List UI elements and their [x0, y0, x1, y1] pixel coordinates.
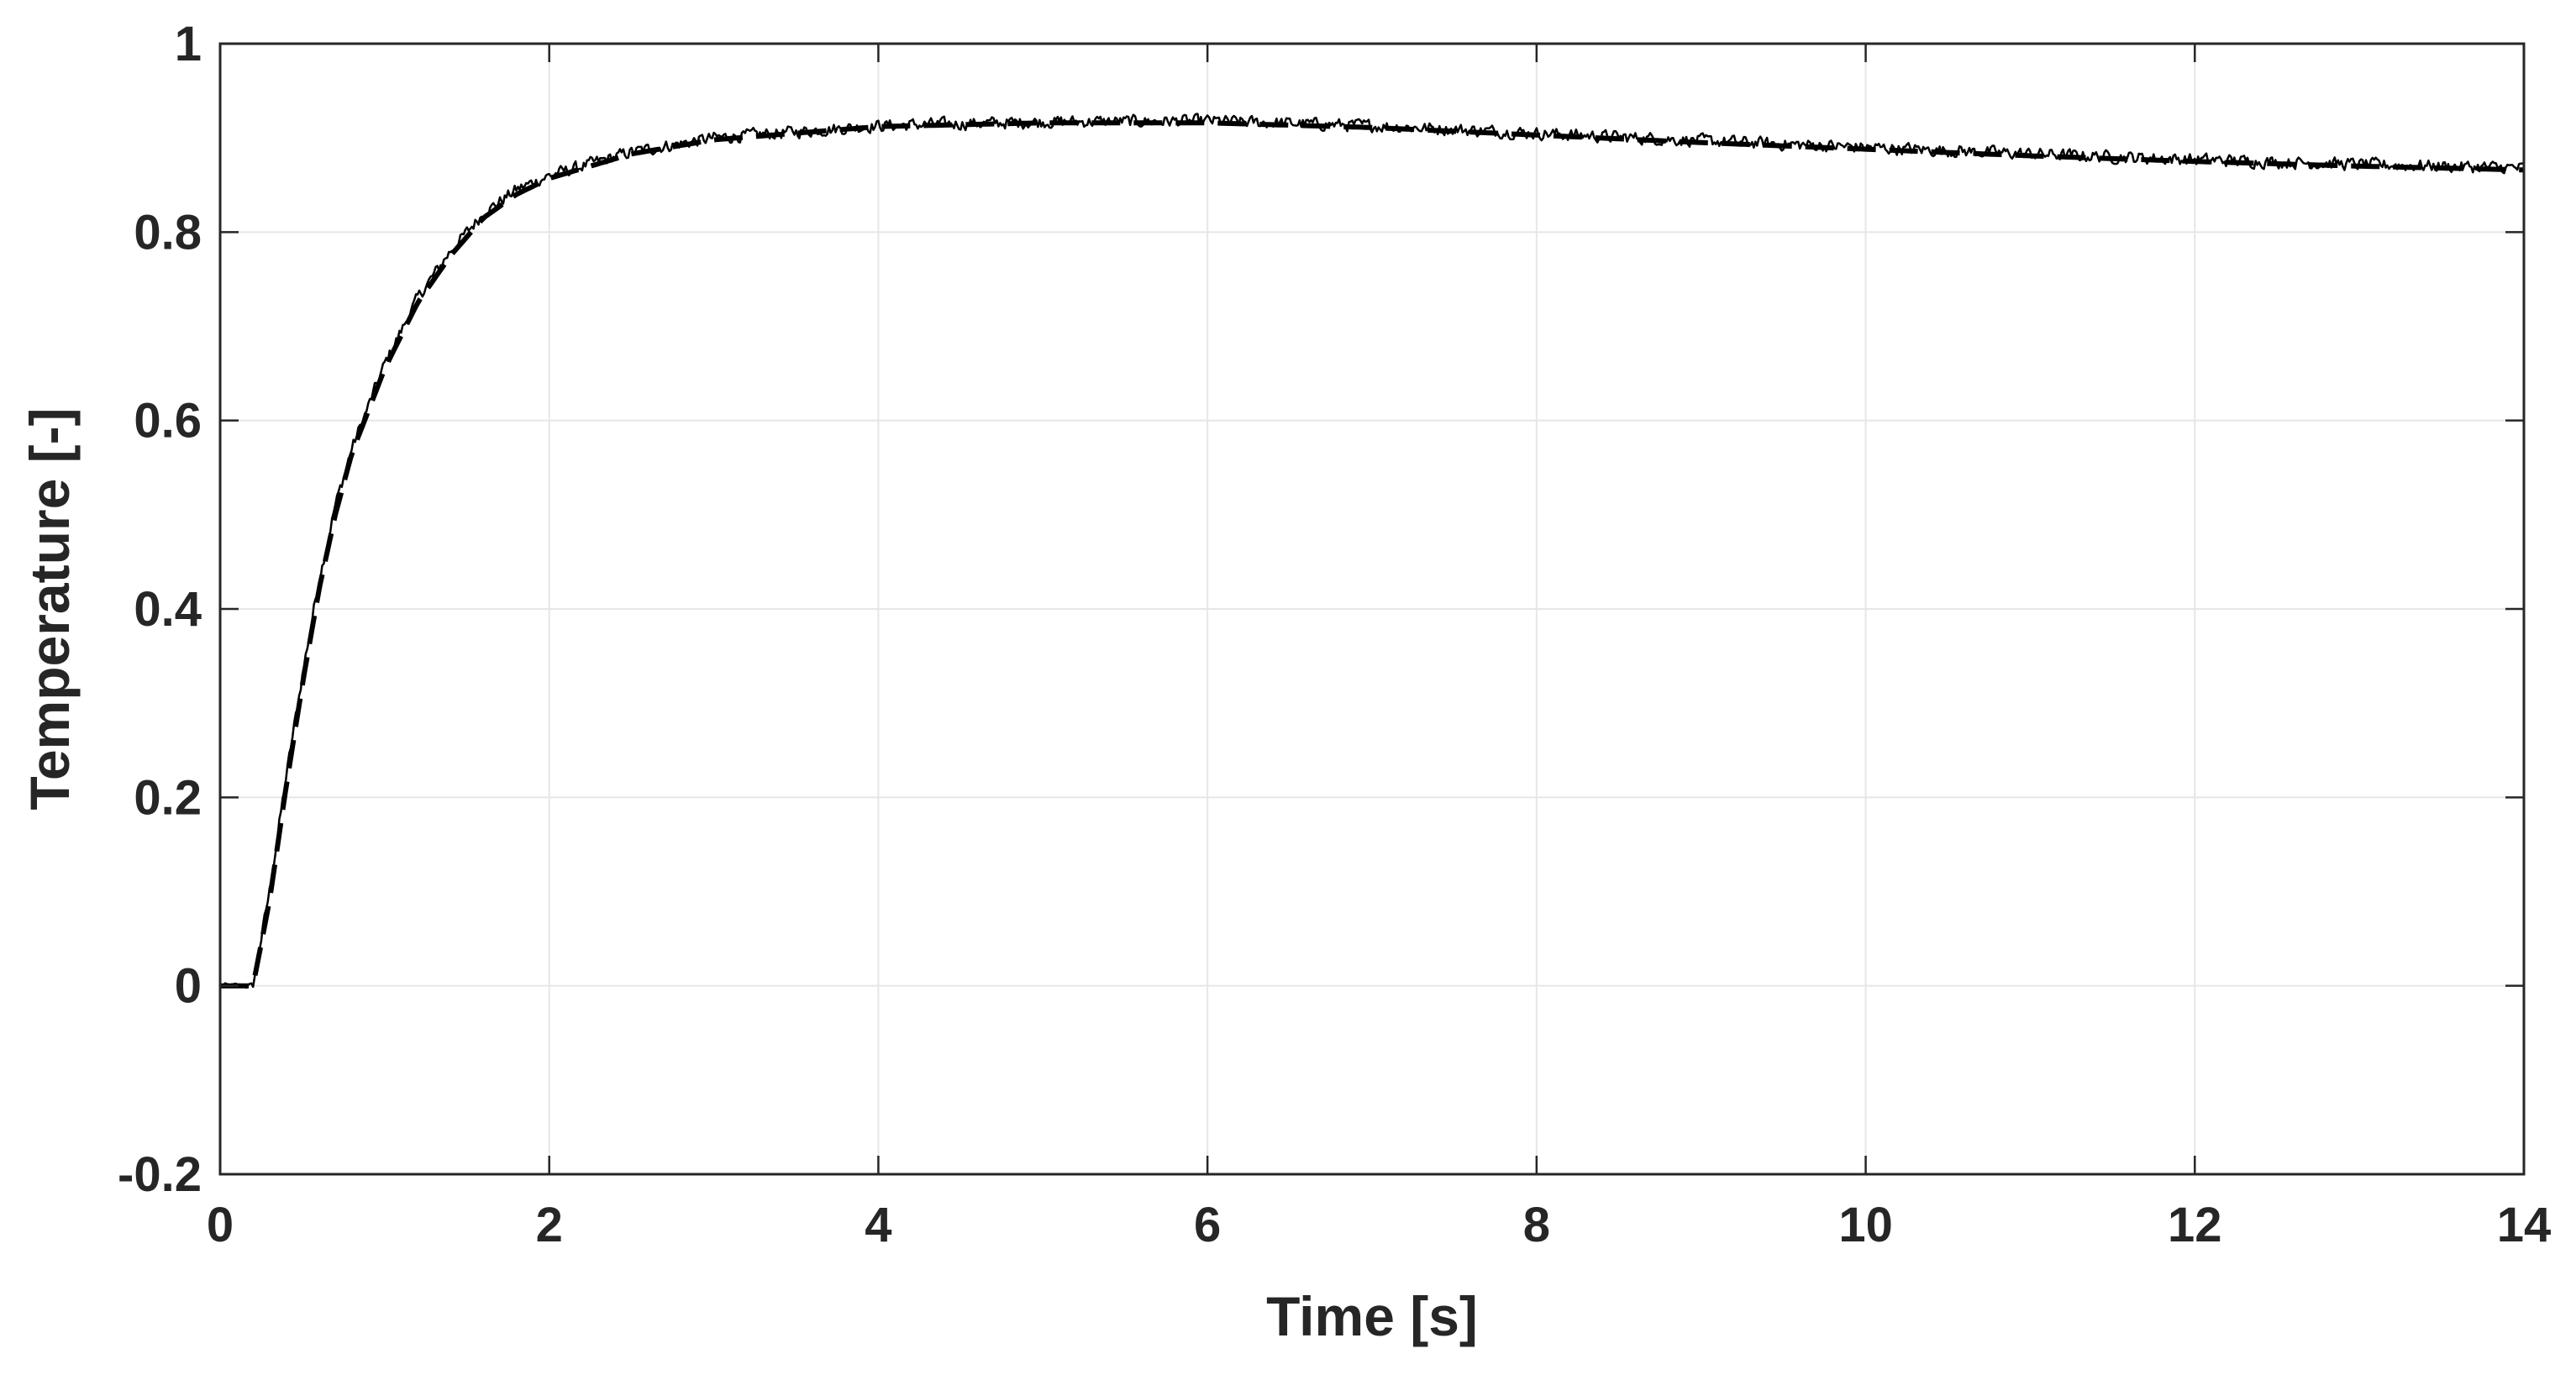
y-tick-label: 0.2	[134, 770, 202, 825]
series-line-model	[220, 120, 2525, 989]
x-tick-label: 10	[1838, 1198, 1893, 1252]
x-tick-label: 8	[1523, 1198, 1550, 1252]
x-tick-label: 14	[2497, 1198, 2552, 1252]
x-tick-label: 6	[1194, 1198, 1221, 1252]
x-tick-label: 2	[536, 1198, 563, 1252]
x-tick-label: 0	[207, 1198, 234, 1252]
y-tick-label: 0.4	[134, 582, 202, 637]
x-tick-label: 12	[2168, 1198, 2222, 1252]
plot-frame	[218, 42, 2526, 1176]
series-line-measured	[219, 113, 2525, 989]
y-tick-label: 1	[175, 17, 202, 71]
tick-marks	[218, 42, 2526, 1176]
y-tick-label: 0	[175, 959, 202, 1014]
x-axis-label: Time [s]	[1266, 1285, 1478, 1347]
y-tick-label: 0.6	[134, 394, 202, 449]
x-tick-label: 4	[865, 1198, 891, 1252]
y-tick-label: -0.2	[118, 1147, 202, 1202]
y-axis-label: Temperature [-]	[18, 407, 81, 810]
series-lines	[219, 113, 2525, 989]
y-tick-label: 0.8	[134, 205, 202, 260]
tick-labels: 0 2 4 6 8 10 12 14-0.200.20.40.60.81	[118, 17, 2551, 1252]
